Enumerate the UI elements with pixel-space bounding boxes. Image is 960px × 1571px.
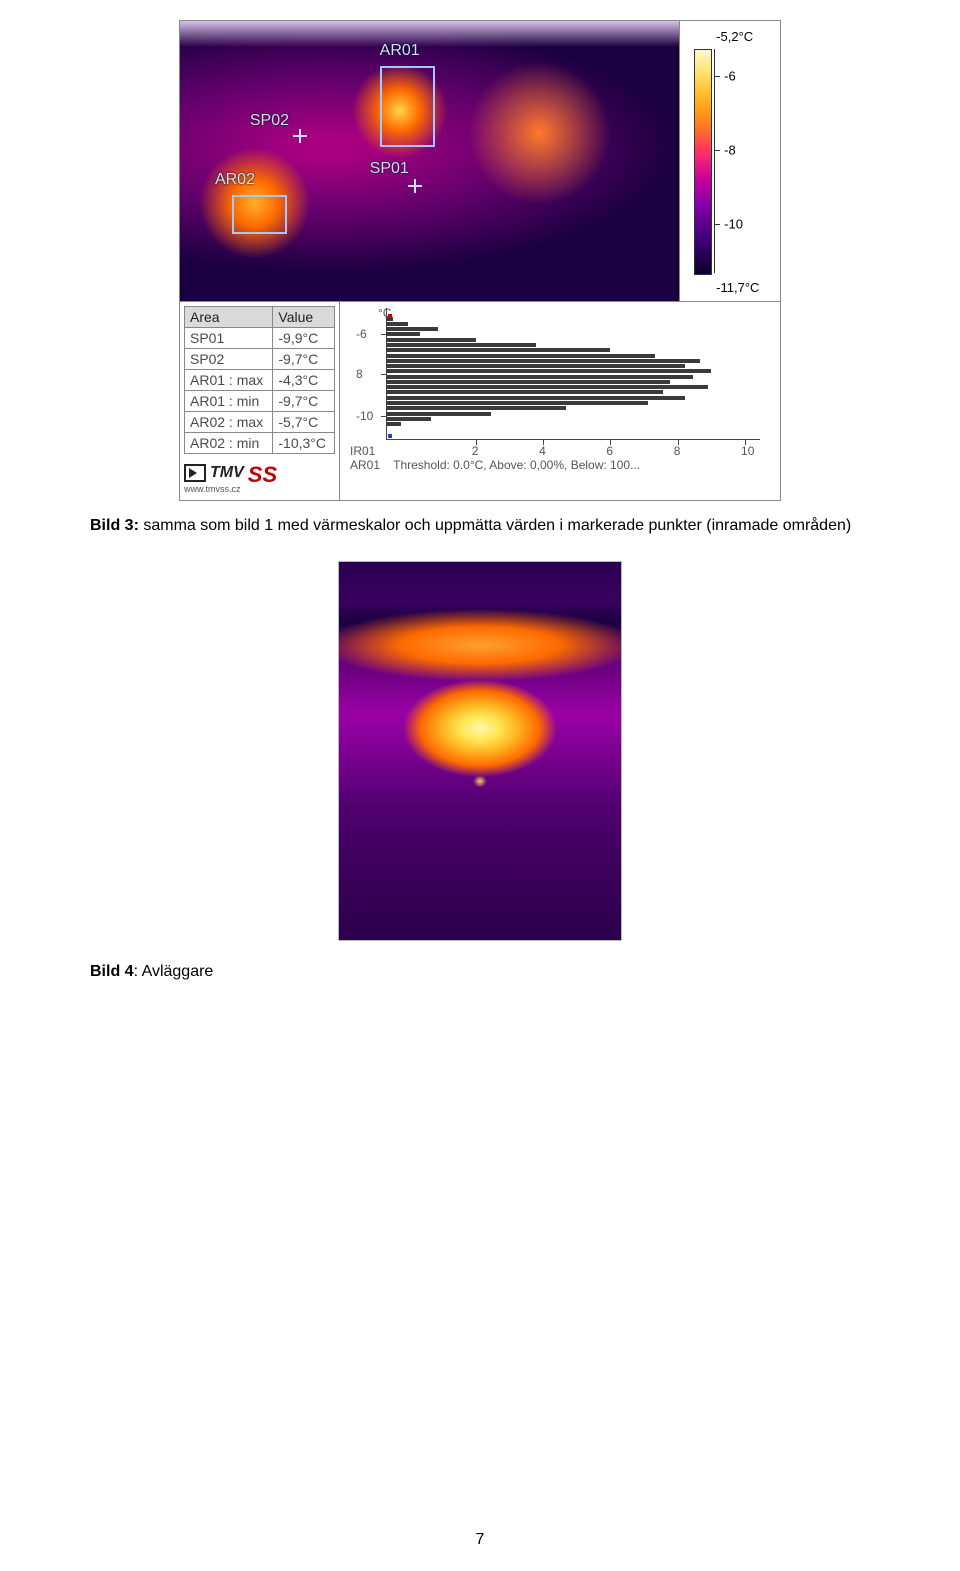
table-row: AR01 : min-9,7°C — [185, 391, 335, 412]
caption-figure-3-bold: Bild 3: — [90, 517, 139, 534]
figure-4-thermal — [338, 561, 622, 941]
table-cell-value: -9,9°C — [273, 328, 335, 349]
scale-tick-label: -10 — [724, 216, 743, 231]
histogram-bar — [386, 369, 711, 373]
histogram-bar — [386, 396, 685, 400]
table-row: AR01 : max-4,3°C — [185, 370, 335, 391]
caption-figure-4: Bild 4: Avläggare — [90, 963, 870, 981]
marker-label-sp01: SP01 — [370, 161, 409, 177]
histogram-source-lines: IR01 AR01 Threshold: 0.0°C, Above: 0,00%… — [350, 444, 770, 472]
histogram-bar — [386, 348, 610, 352]
histogram-bar — [386, 338, 476, 342]
figure-3-composite: AR01 AR02 SP01 SP02 -5,2°C -11,7°C -6-8-… — [179, 20, 781, 501]
scale-tick-label: -8 — [724, 142, 736, 157]
histogram-y-tick — [381, 416, 386, 417]
histogram-y-label: 8 — [356, 367, 363, 381]
scale-bottom-value: -11,7°C — [716, 280, 759, 295]
figure-3-bottom-row: Area Value SP01-9,9°CSP02-9,7°CAR01 : ma… — [180, 302, 780, 500]
histogram-bar — [386, 332, 420, 336]
scale-tick — [714, 150, 720, 151]
table-cell-area: SP01 — [185, 328, 273, 349]
histogram-bar — [386, 317, 393, 321]
table-cell-area: AR01 : max — [185, 370, 273, 391]
tmv-logo-icon — [184, 464, 206, 482]
tmv-logo-text: TMV — [210, 464, 244, 482]
thermal-top-gradient — [180, 21, 679, 47]
scale-tick-label: -6 — [724, 68, 736, 83]
table-cell-value: -5,7°C — [273, 412, 335, 433]
histogram-y-label: -10 — [356, 409, 373, 423]
figure-3-top-row: AR01 AR02 SP01 SP02 -5,2°C -11,7°C -6-8-… — [180, 21, 780, 302]
table-header-value: Value — [273, 307, 335, 328]
marker-box-ar01 — [380, 66, 435, 147]
histogram-bar — [386, 354, 655, 358]
tmv-logo-ss: SS — [248, 462, 277, 488]
histogram-y-label: -6 — [356, 327, 367, 341]
caption-figure-3: Bild 3: samma som bild 1 med värmeskalor… — [90, 517, 870, 535]
table-cell-value: -4,3°C — [273, 370, 335, 391]
histogram-bar — [386, 380, 670, 384]
color-scale-pane: -5,2°C -11,7°C -6 -8 -10 — [679, 21, 780, 301]
histogram-y-tick — [381, 334, 386, 335]
histogram-x-axis — [386, 439, 760, 440]
marker-label-ar01: AR01 — [380, 43, 420, 59]
measurements-table-wrap: Area Value SP01-9,9°CSP02-9,7°CAR01 : ma… — [180, 302, 340, 500]
histogram-bar — [386, 417, 431, 421]
marker-label-sp02: SP02 — [250, 113, 289, 129]
caption-figure-4-bold: Bild 4 — [90, 963, 134, 980]
histogram-source-1: IR01 — [350, 444, 390, 458]
tmv-logo-block: TMVSS www.tmvss.cz — [184, 454, 335, 496]
histogram-bar — [386, 327, 438, 331]
color-scale-ticks — [714, 49, 721, 273]
histogram-bottom-marker — [388, 434, 392, 438]
histogram-x-label: 2 — [472, 444, 479, 458]
histogram-bar — [386, 406, 566, 410]
histogram-bar — [386, 359, 700, 363]
table-cell-value: -9,7°C — [273, 391, 335, 412]
table-cell-area: AR02 : min — [185, 433, 273, 454]
histogram-bar — [386, 401, 648, 405]
table-cell-value: -10,3°C — [273, 433, 335, 454]
measurements-table: Area Value SP01-9,9°CSP02-9,7°CAR01 : ma… — [184, 306, 335, 454]
table-row: AR02 : max-5,7°C — [185, 412, 335, 433]
scale-tick — [714, 76, 720, 77]
table-cell-area: AR02 : max — [185, 412, 273, 433]
histogram-source-2: AR01 — [350, 458, 390, 472]
histogram-bar — [386, 390, 663, 394]
scale-top-value: -5,2°C — [716, 29, 753, 44]
table-cell-value: -9,7°C — [273, 349, 335, 370]
marker-label-ar02: AR02 — [215, 172, 255, 188]
histogram-x-label: 8 — [674, 444, 681, 458]
histogram-y-tick — [381, 374, 386, 375]
histogram-threshold-text: Threshold: 0.0°C, Above: 0,00%, Below: 1… — [393, 458, 640, 472]
histogram-pane: °C -68-10246810 IR01 AR01 Threshold: 0.0… — [340, 302, 780, 500]
histogram-x-label: 6 — [606, 444, 613, 458]
histogram-bar — [386, 322, 408, 326]
histogram-bar — [386, 375, 693, 379]
histogram-x-label: 10 — [741, 444, 754, 458]
table-row: SP01-9,9°C — [185, 328, 335, 349]
histogram-bar — [386, 364, 685, 368]
histogram-bar — [386, 385, 708, 389]
scale-tick — [714, 224, 720, 225]
table-cell-area: AR01 : min — [185, 391, 273, 412]
thermal-image-main: AR01 AR02 SP01 SP02 — [180, 21, 679, 301]
histogram-x-label: 4 — [539, 444, 546, 458]
histogram-bar — [386, 422, 401, 426]
table-row: SP02-9,7°C — [185, 349, 335, 370]
histogram-chart: °C -68-10246810 — [350, 308, 760, 440]
caption-figure-3-text: samma som bild 1 med värmeskalor och upp… — [139, 517, 851, 534]
table-row: AR02 : min-10,3°C — [185, 433, 335, 454]
marker-box-ar02 — [232, 195, 287, 234]
table-header-area: Area — [185, 307, 273, 328]
page-number: 7 — [0, 1531, 960, 1549]
color-scale-bar — [694, 49, 712, 275]
table-cell-area: SP02 — [185, 349, 273, 370]
caption-figure-4-text: : Avläggare — [134, 963, 214, 980]
histogram-bar — [386, 412, 491, 416]
histogram-bar — [386, 343, 536, 347]
